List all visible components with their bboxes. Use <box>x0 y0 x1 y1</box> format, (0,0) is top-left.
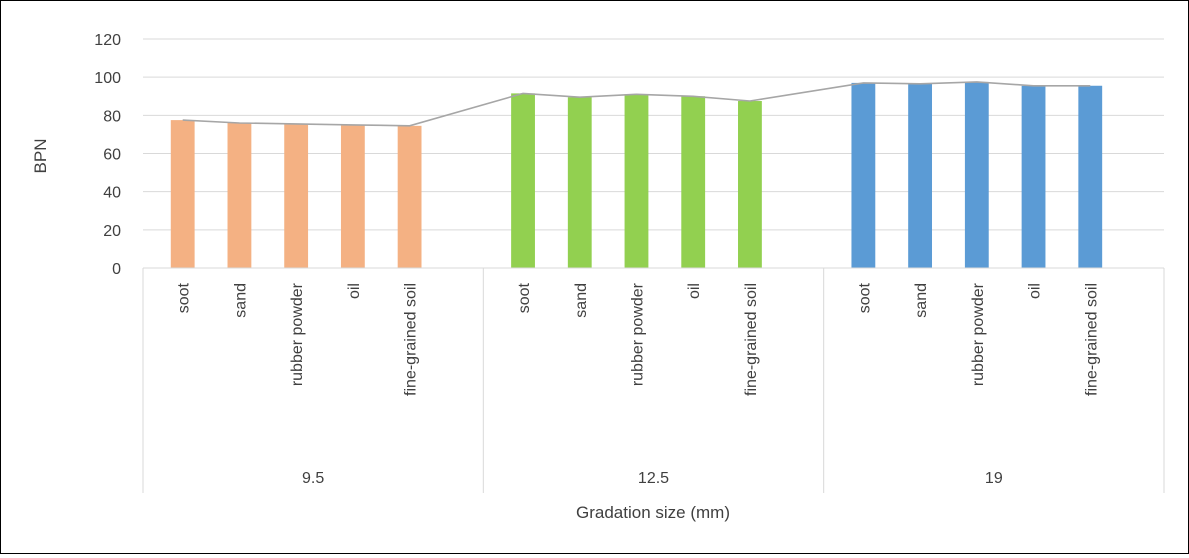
bar <box>738 101 762 268</box>
trend-line <box>182 81 1091 127</box>
x-category-label: rubber powder <box>970 282 987 386</box>
group-label: 19 <box>985 470 1003 487</box>
y-axis-title: BPN <box>31 139 50 174</box>
y-axis-ticks: 0 20 40 60 80 100 120 <box>94 32 121 278</box>
x-category-label: sand <box>573 283 590 318</box>
x-category-label: oil <box>686 283 703 299</box>
group-label: 9.5 <box>302 470 324 487</box>
bar <box>511 93 535 268</box>
x-category-label: oil <box>1027 283 1044 299</box>
x-category-label: oil <box>346 283 363 299</box>
x-axis: soot sand rubber powder oil fine-grained soi… <box>142 267 1165 493</box>
x-category-label: fine-grained soil <box>403 283 420 396</box>
y-tick-label: 80 <box>103 108 121 125</box>
y-tick-label: 40 <box>103 185 121 202</box>
bar <box>1021 85 1046 268</box>
bar <box>567 97 592 269</box>
x-axis-title: Gradation size (mm) <box>576 503 730 522</box>
x-category-label: rubber powder <box>289 282 306 386</box>
bar <box>284 123 309 268</box>
y-tick-label: 100 <box>94 70 121 87</box>
y-tick-label: 120 <box>94 32 121 49</box>
x-category-label: sand <box>913 283 930 318</box>
trend-line-layer <box>182 81 1091 127</box>
bar <box>340 124 365 268</box>
x-category-label: sand <box>232 283 249 318</box>
bar <box>964 81 989 268</box>
bar <box>1078 85 1103 268</box>
x-category-label: soot <box>516 282 533 313</box>
bar <box>397 125 422 269</box>
x-category-label: soot <box>856 282 873 313</box>
x-category-label: fine-grained soil <box>743 283 760 396</box>
y-tick-label: 0 <box>112 261 121 278</box>
bars <box>170 81 1103 269</box>
bar <box>681 96 706 268</box>
x-category-label: rubber powder <box>629 282 646 386</box>
bar <box>624 94 649 268</box>
bar <box>851 82 876 269</box>
x-category-label: soot <box>176 282 193 313</box>
bar <box>170 120 195 269</box>
y-tick-label: 20 <box>103 223 121 240</box>
gridlines <box>143 38 1164 231</box>
y-tick-label: 60 <box>103 147 121 164</box>
bar <box>908 83 933 269</box>
group-label: 12.5 <box>638 470 669 487</box>
bar <box>227 122 252 268</box>
x-category-label: fine-grained soil <box>1083 283 1100 396</box>
